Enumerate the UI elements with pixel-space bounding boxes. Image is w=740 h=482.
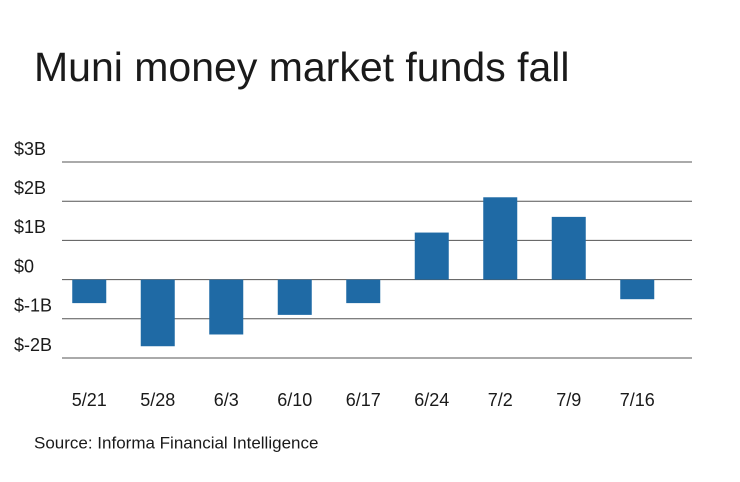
y-tick-label: $-2B <box>14 335 52 355</box>
x-tick-label: 6/3 <box>214 390 239 410</box>
chart-title: Muni money market funds fall <box>34 44 570 90</box>
source-note: Source: Informa Financial Intelligence <box>34 433 318 452</box>
y-tick-label: $-1B <box>14 296 52 316</box>
x-tick-label: 6/10 <box>277 390 312 410</box>
bar <box>277 279 312 315</box>
bar <box>620 279 655 300</box>
bar <box>346 279 381 304</box>
x-tick-label: 7/2 <box>488 390 513 410</box>
bar <box>209 279 244 335</box>
bar <box>72 279 107 304</box>
x-tick-label: 7/16 <box>620 390 655 410</box>
bar <box>483 197 518 280</box>
bar <box>140 279 175 347</box>
y-tick-label: $0 <box>14 256 34 276</box>
y-tick-label: $2B <box>14 178 46 198</box>
bar <box>414 232 449 280</box>
x-tick-label: 7/9 <box>556 390 581 410</box>
y-tick-label: $3B <box>14 139 46 159</box>
x-tick-label: 5/28 <box>140 390 175 410</box>
bar <box>551 216 586 280</box>
x-tick-label: 6/24 <box>414 390 449 410</box>
y-tick-label: $1B <box>14 217 46 237</box>
x-tick-label: 6/17 <box>346 390 381 410</box>
x-tick-label: 5/21 <box>72 390 107 410</box>
